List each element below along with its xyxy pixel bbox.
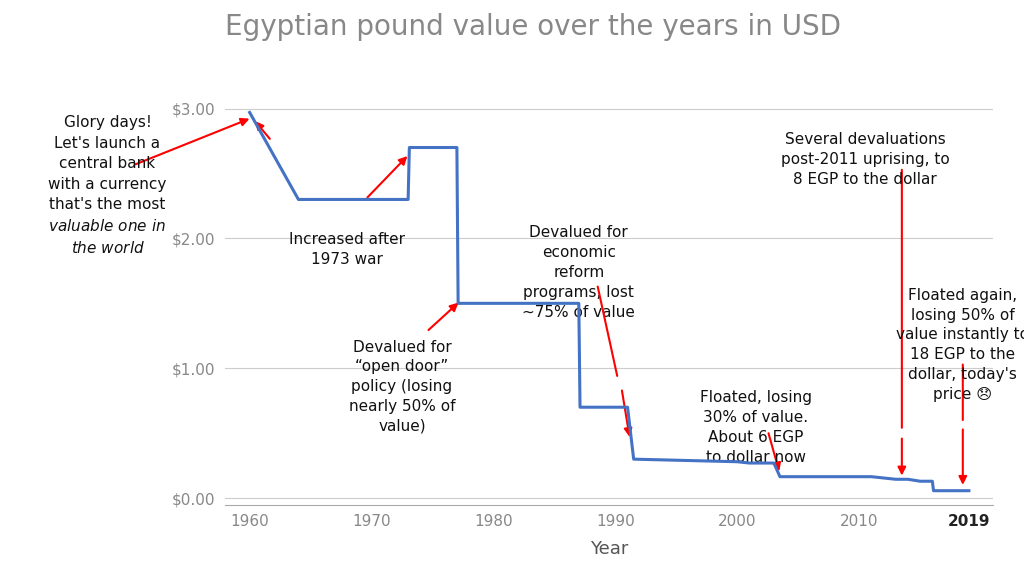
Text: Increased after
1973 war: Increased after 1973 war — [289, 232, 406, 267]
Text: Devalued for
“open door”
policy (losing
nearly 50% of
value): Devalued for “open door” policy (losing … — [349, 340, 456, 434]
Text: Floated again,
losing 50% of
value instantly to
18 EGP to the
dollar, today's
pr: Floated again, losing 50% of value insta… — [896, 288, 1024, 402]
X-axis label: Year: Year — [590, 541, 629, 559]
Text: Glory days!
Let's launch a
central bank
with a currency
that's the most
$\it{val: Glory days! Let's launch a central bank … — [48, 115, 167, 256]
Text: Devalued for
economic
reform
programs, lost
~75% of value: Devalued for economic reform programs, l… — [522, 226, 635, 320]
Text: Egyptian pound value over the years in USD: Egyptian pound value over the years in U… — [225, 13, 842, 41]
Text: Floated, losing
30% of value.
About 6 EGP
to dollar now: Floated, losing 30% of value. About 6 EG… — [699, 390, 812, 465]
Text: Several devaluations
post-2011 uprising, to
8 EGP to the dollar: Several devaluations post-2011 uprising,… — [781, 132, 949, 187]
